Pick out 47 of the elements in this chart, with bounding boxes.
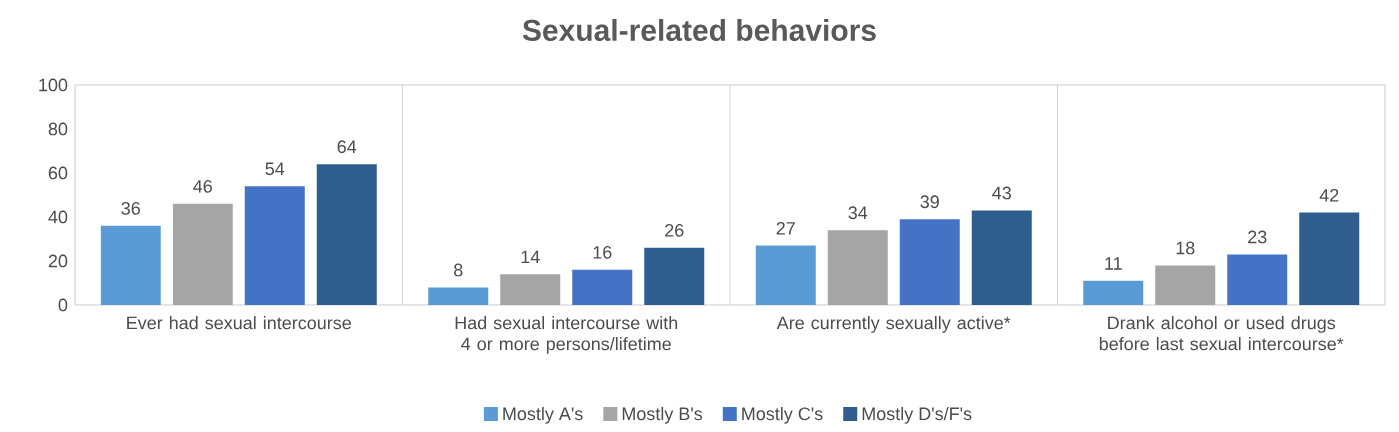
data-label: 27 <box>776 221 795 235</box>
x-tick-label: Are currently sexually active* <box>776 316 1011 333</box>
data-label: 36 <box>121 201 140 215</box>
bar <box>100 225 161 305</box>
bar <box>971 210 1032 305</box>
bar <box>172 203 233 305</box>
data-label: 8 <box>454 263 463 277</box>
bar <box>827 230 888 305</box>
data-label: 14 <box>521 250 540 264</box>
y-tick-label: 100 <box>39 78 68 92</box>
y-tick-label: 40 <box>48 210 68 224</box>
y-tick-label: 80 <box>48 122 68 136</box>
bar <box>1227 254 1288 305</box>
legend-label: Mostly C's <box>742 406 823 424</box>
bar <box>500 274 561 305</box>
x-tick-label: Ever had sexual intercourse <box>127 316 351 330</box>
data-label: 43 <box>992 186 1011 200</box>
legend-label: Mostly A's <box>503 406 583 424</box>
data-label: 11 <box>1105 257 1122 270</box>
data-label: 64 <box>337 140 357 154</box>
data-label: 23 <box>1248 230 1267 244</box>
legend-label: Mostly D's/F's <box>862 406 972 424</box>
bar <box>428 287 489 305</box>
y-tick-label: 0 <box>58 298 68 312</box>
legend-label: Mostly B's <box>622 406 703 424</box>
data-label: 18 <box>1176 241 1195 255</box>
data-label: 34 <box>848 206 868 220</box>
data-label: 42 <box>1319 188 1339 202</box>
bar <box>755 245 816 305</box>
data-label: 26 <box>665 223 684 237</box>
data-label: 54 <box>265 162 285 176</box>
data-label: 16 <box>593 245 612 259</box>
chart-title: Sexual-related behaviors <box>522 18 876 41</box>
data-label: 46 <box>193 179 212 193</box>
bar <box>899 219 960 305</box>
x-tick-label: Had sexual intercourse with 4 or more persons/lifetime <box>455 316 678 354</box>
bar <box>644 247 705 305</box>
bar <box>1155 265 1216 305</box>
x-tick-label: Drank alcohol or used drugs before last sexual intercourse* <box>1099 316 1344 351</box>
bar <box>316 164 377 305</box>
bar <box>572 269 633 305</box>
y-tick-label: 20 <box>48 254 68 268</box>
bar <box>244 186 305 305</box>
data-label: 39 <box>920 195 939 209</box>
y-tick-label: 60 <box>48 166 68 180</box>
bar <box>1299 212 1360 305</box>
bar <box>1083 280 1144 305</box>
